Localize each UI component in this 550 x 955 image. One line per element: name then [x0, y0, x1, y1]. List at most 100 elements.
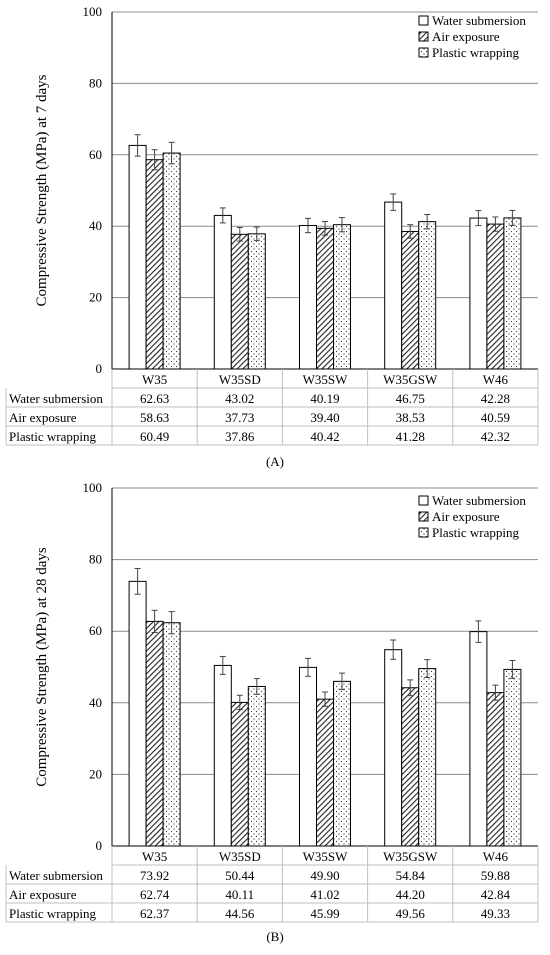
legend-swatch: [418, 511, 429, 522]
legend-label: Plastic wrapping: [432, 525, 520, 540]
table-cell: 49.90: [310, 868, 339, 883]
category-label: W35GSW: [383, 372, 438, 387]
bar: [333, 680, 351, 847]
table-cell: 73.92: [140, 868, 169, 883]
bar: [384, 649, 403, 847]
bar: [401, 687, 420, 847]
bar: [213, 664, 232, 847]
bar: [316, 698, 334, 847]
bar: [299, 666, 317, 847]
legend-swatch: [418, 31, 429, 42]
table-cell: 38.53: [396, 410, 425, 425]
table-cell: 37.73: [225, 410, 254, 425]
bar: [162, 622, 181, 847]
bar: [230, 701, 249, 847]
y-tick-label: 100: [83, 4, 103, 19]
table-cell: 40.11: [225, 887, 254, 902]
table-cell: 59.88: [481, 868, 510, 883]
category-label: W35: [142, 849, 167, 864]
table-cell: 62.63: [140, 391, 169, 406]
y-tick-label: 0: [96, 361, 103, 376]
y-axis-label: Compressive Strength (MPa) at 7 days: [34, 74, 50, 306]
y-tick-label: 100: [83, 480, 103, 495]
panel-caption: (B): [266, 929, 283, 944]
y-axis-label: Compressive Strength (MPa) at 28 days: [34, 547, 50, 787]
table-cell: 60.49: [140, 429, 169, 444]
category-label: W35SD: [219, 372, 261, 387]
bar: [418, 221, 437, 370]
table-cell: 40.42: [310, 429, 339, 444]
table-cell: 46.75: [396, 391, 425, 406]
chart-panel-a: 0 20 40 60 80 100 Compressive Strength (MPa) a…: [5, 4, 539, 469]
bar: [213, 214, 232, 370]
bar: [384, 201, 403, 370]
table-cell: 44.20: [396, 887, 425, 902]
bar: [230, 233, 249, 370]
category-label: W46: [483, 849, 509, 864]
legend-label: Water submersion: [432, 13, 526, 28]
bar: [503, 668, 522, 847]
legend-label: Air exposure: [432, 509, 500, 524]
y-tick-label: 20: [89, 766, 102, 781]
table-cell: 54.84: [396, 868, 426, 883]
table-cell: 42.32: [481, 429, 510, 444]
bar: [128, 580, 147, 847]
y-tick-label: 20: [89, 290, 102, 305]
table-cell: 44.56: [225, 906, 255, 921]
table-row-label: Plastic wrapping: [9, 429, 97, 444]
bar: [418, 668, 437, 847]
y-tick-label: 40: [89, 218, 102, 233]
table-row-label: Water submersion: [9, 868, 103, 883]
bar: [469, 217, 488, 370]
table-row-label: Air exposure: [9, 410, 77, 425]
bar: [486, 223, 505, 370]
category-label: W35SD: [219, 849, 261, 864]
category-label: W35SW: [303, 372, 349, 387]
bar: [299, 225, 317, 370]
bar: [128, 144, 147, 370]
y-tick-label: 60: [89, 623, 102, 638]
table-cell: 50.44: [225, 868, 255, 883]
bar: [503, 217, 522, 370]
bar: [145, 620, 164, 847]
bar: [401, 230, 420, 370]
bar: [247, 685, 266, 847]
legend-swatch: [418, 47, 429, 58]
category-label: W35GSW: [383, 849, 438, 864]
table-cell: 41.28: [396, 429, 425, 444]
table-cell: 49.33: [481, 906, 510, 921]
panel-caption: (A): [266, 454, 284, 469]
bar: [333, 224, 351, 370]
bar: [316, 227, 334, 370]
table-cell: 39.40: [310, 410, 339, 425]
table-cell: 62.37: [140, 906, 170, 921]
category-label: W46: [483, 372, 509, 387]
bar: [486, 692, 505, 847]
bar: [469, 631, 488, 847]
y-tick-label: 60: [89, 147, 102, 162]
legend-label: Water submersion: [432, 493, 526, 508]
table-cell: 58.63: [140, 410, 169, 425]
table-row-label: Air exposure: [9, 887, 77, 902]
table-cell: 45.99: [310, 906, 339, 921]
category-label: W35: [142, 372, 167, 387]
legend-swatch: [418, 527, 429, 538]
table-row-label: Water submersion: [9, 391, 103, 406]
legend-label: Plastic wrapping: [432, 45, 520, 60]
table-cell: 40.59: [481, 410, 510, 425]
table-cell: 49.56: [396, 906, 426, 921]
y-tick-label: 0: [96, 838, 103, 853]
legend-label: Air exposure: [432, 29, 500, 44]
table-cell: 37.86: [225, 429, 255, 444]
legend-swatch: [418, 495, 429, 506]
y-tick-label: 40: [89, 695, 102, 710]
table-cell: 41.02: [310, 887, 339, 902]
bar: [162, 152, 181, 370]
y-tick-label: 80: [89, 75, 102, 90]
table-cell: 62.74: [140, 887, 170, 902]
chart-panel-b: 0 20 40 60 80 100 Compressive Strength (MPa) a…: [5, 480, 539, 944]
category-label: W35SW: [303, 849, 349, 864]
table-cell: 40.19: [310, 391, 339, 406]
table-row-label: Plastic wrapping: [9, 906, 97, 921]
